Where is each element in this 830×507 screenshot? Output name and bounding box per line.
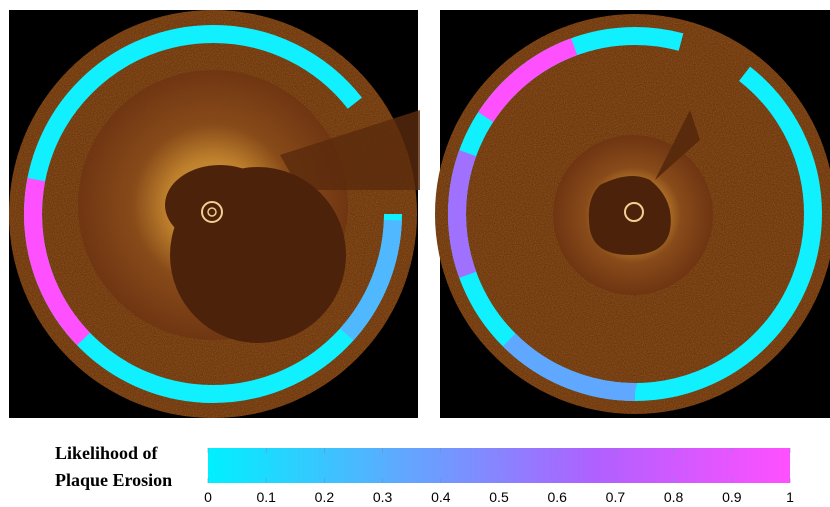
tick-label: 0.9 xyxy=(722,489,742,505)
tick-label: 0.2 xyxy=(315,489,335,505)
tick-label: 0.7 xyxy=(606,489,626,505)
colorbar-label: Likelihood of xyxy=(55,443,159,463)
tick-label: 0.5 xyxy=(489,489,509,505)
figure: Likelihood of Plaque Erosion 0 0.1 0.2 0.3 0… xyxy=(0,0,830,507)
tick-label: 0.6 xyxy=(547,489,567,505)
tick-label: 0.1 xyxy=(256,489,276,505)
tick-label: 0 xyxy=(204,489,212,505)
figure-canvas: Likelihood of Plaque Erosion 0 0.1 0.2 0.3 0… xyxy=(0,0,830,507)
tick-label: 0.8 xyxy=(664,489,684,505)
tick-label: 0.3 xyxy=(373,489,393,505)
colorbar-label: Plaque Erosion xyxy=(55,470,172,490)
tick-label: 0.4 xyxy=(431,489,451,505)
colorbar xyxy=(208,448,790,483)
tick-label: 1 xyxy=(786,489,794,505)
